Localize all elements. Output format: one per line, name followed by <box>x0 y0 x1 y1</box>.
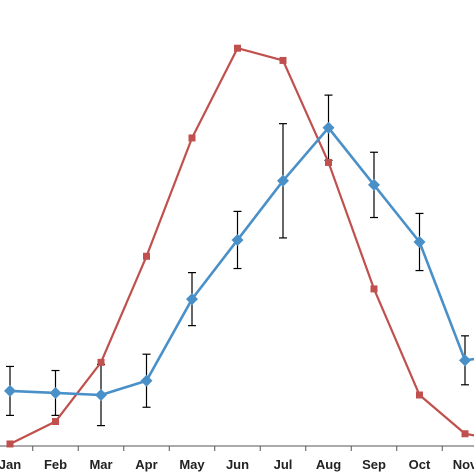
series-1-point <box>461 430 469 438</box>
series-1-point <box>279 56 287 64</box>
error-bar-layer <box>6 94 469 427</box>
series-line-layer <box>9 47 474 445</box>
series-1-point <box>6 440 14 448</box>
x-tick-label-jan: Jan <box>0 457 21 472</box>
series-1-point <box>97 358 105 366</box>
x-tick-label-sep: Sep <box>362 457 386 472</box>
series-2-point <box>322 121 335 134</box>
series-1-point <box>370 285 378 293</box>
x-tick-label-nov: Nov <box>453 457 474 472</box>
series-1-point <box>143 252 150 260</box>
series-2-point <box>140 374 153 387</box>
series-2-point <box>4 384 16 397</box>
x-tick-label-jul: Jul <box>274 457 293 472</box>
tick-label-layer: JanFebMarAprMayJunJulAugSepOctNovDec <box>0 457 474 472</box>
series-2-point <box>413 236 426 248</box>
series-1-point <box>416 391 423 399</box>
x-tick-label-may: May <box>179 457 205 472</box>
axis-layer <box>0 445 474 451</box>
x-tick-label-aug: Aug <box>316 457 341 472</box>
series-1-point <box>325 158 332 166</box>
series-2-point <box>277 174 289 187</box>
series-2-point <box>368 178 380 191</box>
x-tick-label-feb: Feb <box>44 457 67 472</box>
series-2-point <box>95 389 107 401</box>
x-tick-label-oct: Oct <box>409 457 431 472</box>
series-1-line <box>9 47 474 445</box>
series-2-point <box>186 293 198 306</box>
series-2-point <box>459 354 471 367</box>
series-2-line <box>9 126 474 397</box>
x-tick-label-mar: Mar <box>89 457 112 472</box>
marker-layer <box>4 44 471 448</box>
series-1-point <box>234 44 241 52</box>
x-tick-label-jun: Jun <box>226 457 249 472</box>
x-tick-label-apr: Apr <box>135 457 157 472</box>
series-1-point <box>52 418 59 426</box>
series-1-point <box>188 134 196 142</box>
series-2-point <box>49 386 62 399</box>
series-2-point <box>231 233 244 246</box>
